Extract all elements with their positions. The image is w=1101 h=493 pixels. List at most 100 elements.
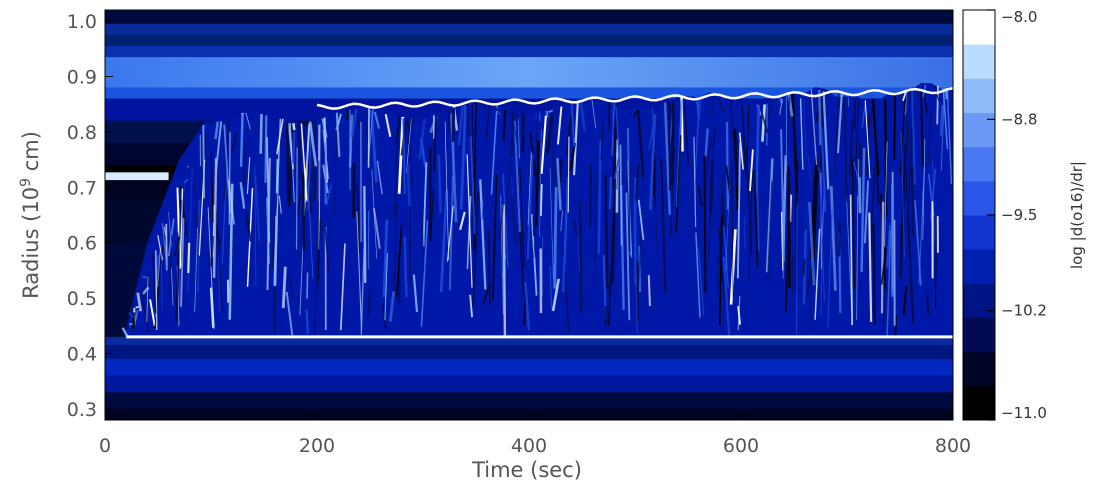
turbulence-streak	[216, 211, 223, 311]
y-tick-label: 0.4	[67, 344, 97, 366]
turbulence-streak	[187, 165, 190, 168]
turbulence-streak	[271, 193, 278, 268]
turbulence-streak	[565, 115, 573, 156]
turbulence-streak	[577, 225, 580, 272]
turbulence-streak	[695, 232, 701, 318]
x-tick-label: 0	[99, 435, 111, 457]
turbulence-streak	[422, 162, 428, 247]
colorbar-segment	[963, 317, 995, 353]
turbulence-streak	[295, 147, 298, 250]
turbulence-streak	[313, 201, 319, 336]
turbulence-streak	[781, 211, 784, 271]
turbulence-streak	[393, 115, 400, 220]
turbulence-streak	[300, 123, 308, 201]
colorbar-segment	[963, 215, 995, 250]
turbulence-streak	[741, 104, 747, 179]
turbulence-streak	[264, 115, 268, 183]
turbulence-streak	[563, 214, 568, 267]
turbulence-streak	[505, 162, 512, 214]
turbulence-streak	[239, 113, 244, 167]
turbulence-streak	[529, 132, 537, 176]
radial-band	[105, 359, 953, 376]
turbulence-streak	[187, 242, 191, 274]
turbulence-streak	[799, 98, 804, 170]
turbulence-streak	[729, 229, 737, 305]
turbulence-streak	[733, 128, 740, 210]
turbulence-streak	[546, 113, 554, 153]
turbulence-streak	[498, 202, 505, 239]
turbulence-streak	[578, 201, 583, 312]
turbulence-streak	[829, 186, 837, 291]
turbulence-streak	[230, 133, 238, 153]
turbulence-streak	[281, 266, 287, 309]
turbulence-streak	[697, 248, 705, 316]
turbulence-streak	[218, 254, 221, 312]
turbulence-streak	[403, 236, 408, 298]
colorbar-tick-label: −11.0	[1001, 404, 1047, 422]
turbulence-streak	[782, 186, 785, 279]
turbulence-streak	[872, 99, 880, 205]
turbulence-streak	[817, 89, 822, 146]
turbulence-streak	[755, 154, 760, 252]
turbulence-streak	[603, 100, 610, 107]
turbulence-streak	[695, 94, 703, 148]
turbulence-streak	[935, 216, 937, 309]
turbulence-streak	[905, 89, 911, 204]
turbulence-streak	[553, 187, 558, 289]
turbulence-streak	[905, 89, 908, 145]
radial-band	[105, 345, 953, 360]
y-tick-label: 0.5	[67, 288, 97, 310]
turbulence-streak	[142, 302, 150, 332]
colorbar-segment	[963, 385, 995, 421]
turbulence-streak	[306, 272, 309, 299]
turbulence-streak	[325, 184, 333, 206]
turbulence-streak	[725, 184, 730, 271]
turbulence-streak	[502, 109, 507, 141]
turbulence-streak	[360, 248, 365, 335]
y-tick-label: 0.3	[67, 399, 97, 421]
turbulence-streak	[633, 197, 639, 334]
turbulence-streak	[259, 114, 263, 154]
radial-band	[105, 34, 953, 47]
turbulence-streak	[946, 89, 953, 184]
turbulence-streak	[556, 106, 563, 145]
turbulence-streak	[669, 147, 676, 237]
turbulence-streak	[495, 107, 498, 112]
turbulence-streak	[437, 155, 442, 214]
turbulence-streak	[872, 223, 876, 325]
turbulence-streak	[625, 192, 631, 321]
turbulence-streak	[884, 141, 888, 247]
turbulence-streak	[308, 121, 318, 167]
turbulence-streak	[376, 160, 383, 195]
x-tick-label: 800	[935, 435, 971, 457]
turbulence-streak	[135, 305, 140, 309]
turbulence-streak	[317, 160, 320, 295]
turbulence-streak	[706, 134, 713, 173]
turbulence-streak	[183, 178, 189, 184]
turbulence-streak	[466, 103, 469, 136]
plot-area	[105, 10, 953, 420]
turbulence-streak	[922, 138, 926, 241]
turbulence-streak	[791, 92, 799, 193]
turbulence-streak	[836, 94, 843, 154]
turbulence-streak	[241, 112, 245, 115]
turbulence-streak	[731, 161, 734, 297]
x-tick-label: 200	[299, 435, 335, 457]
turbulence-streak	[210, 151, 214, 223]
colorbar-segment	[963, 283, 995, 318]
turbulence-streak	[594, 171, 597, 262]
turbulence-streak	[163, 226, 167, 236]
turbulence-streak	[142, 286, 144, 298]
turbulence-streak	[373, 111, 381, 129]
turbulence-streak	[856, 195, 859, 321]
turbulence-streak	[616, 170, 619, 190]
turbulence-streak	[900, 132, 905, 259]
turbulence-streak	[736, 142, 742, 279]
turbulence-streak	[311, 151, 314, 203]
turbulence-streak	[448, 176, 454, 291]
turbulence-streak	[513, 120, 521, 233]
turbulence-streak	[469, 136, 476, 235]
colorbar-segment	[963, 112, 995, 148]
turbulence-streak	[607, 208, 615, 326]
colorbar: −8.0 −8.8 −9.5 −10.2 −11.0	[962, 8, 1047, 422]
